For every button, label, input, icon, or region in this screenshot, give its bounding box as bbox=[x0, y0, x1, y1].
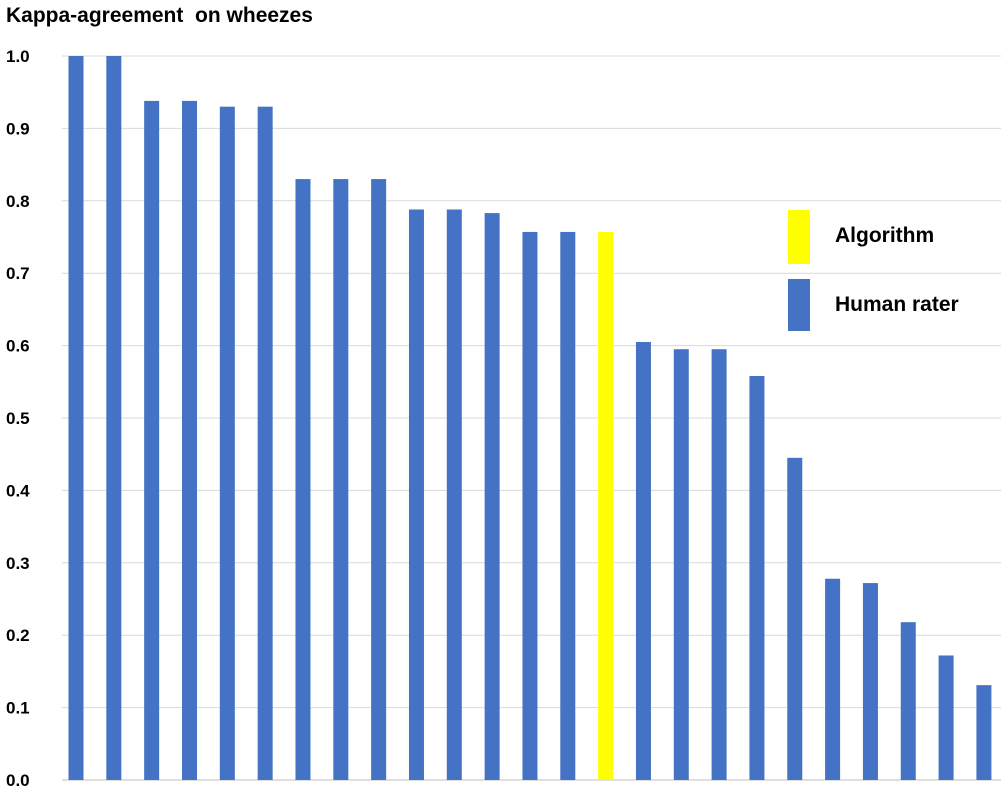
human-rater-bar bbox=[446, 209, 462, 780]
y-tick-label: 0.1 bbox=[6, 699, 30, 718]
human-rater-bar bbox=[333, 179, 349, 780]
legend-swatch bbox=[788, 210, 810, 264]
human-rater-bar bbox=[68, 56, 84, 780]
human-rater-bar bbox=[484, 213, 500, 780]
human-rater-bar bbox=[862, 583, 878, 780]
legend-label: Algorithm bbox=[835, 224, 934, 247]
y-tick-label: 0.4 bbox=[6, 481, 30, 500]
human-rater-bar bbox=[295, 179, 311, 780]
bars bbox=[68, 56, 992, 781]
human-rater-bar bbox=[938, 655, 954, 780]
chart-title: Kappa-agreement on wheezes bbox=[6, 4, 313, 27]
human-rater-bar bbox=[371, 179, 387, 780]
legend-swatch bbox=[788, 279, 810, 331]
human-rater-bar bbox=[711, 349, 727, 780]
human-rater-bar bbox=[787, 457, 803, 780]
y-tick-label: 0.5 bbox=[6, 409, 30, 428]
human-rater-bar bbox=[560, 231, 576, 780]
y-tick-label: 0.6 bbox=[6, 337, 30, 356]
human-rater-bar bbox=[976, 685, 992, 780]
y-tick-label: 0.9 bbox=[6, 119, 30, 138]
y-tick-label: 0.7 bbox=[6, 264, 30, 283]
legend: Algorithm Human rater bbox=[788, 210, 959, 331]
human-rater-bar bbox=[144, 100, 160, 780]
algorithm-bar bbox=[598, 231, 614, 780]
y-tick-label: 0.3 bbox=[6, 554, 30, 573]
human-rater-bar bbox=[522, 231, 538, 780]
y-tick-label: 0.8 bbox=[6, 192, 30, 211]
legend-label: Human rater bbox=[835, 293, 959, 316]
human-rater-bar bbox=[181, 100, 197, 780]
y-tick-label: 0.0 bbox=[6, 771, 30, 790]
human-rater-bar bbox=[825, 578, 841, 780]
human-rater-bar bbox=[900, 622, 916, 780]
human-rater-bar bbox=[257, 106, 273, 781]
human-rater-bar bbox=[106, 56, 122, 780]
human-rater-bar bbox=[219, 106, 235, 781]
y-tick-label: 1.0 bbox=[6, 47, 30, 66]
y-axis-tick-labels: 0.0 0.1 0.2 0.3 0.4 0.5 0.6 0.7 0.8 0.9 1.0 bbox=[6, 47, 30, 790]
y-tick-label: 0.2 bbox=[6, 626, 30, 645]
human-rater-bar bbox=[408, 209, 424, 780]
human-rater-bar bbox=[749, 376, 765, 780]
human-rater-bar bbox=[635, 341, 651, 780]
human-rater-bar bbox=[673, 349, 689, 780]
